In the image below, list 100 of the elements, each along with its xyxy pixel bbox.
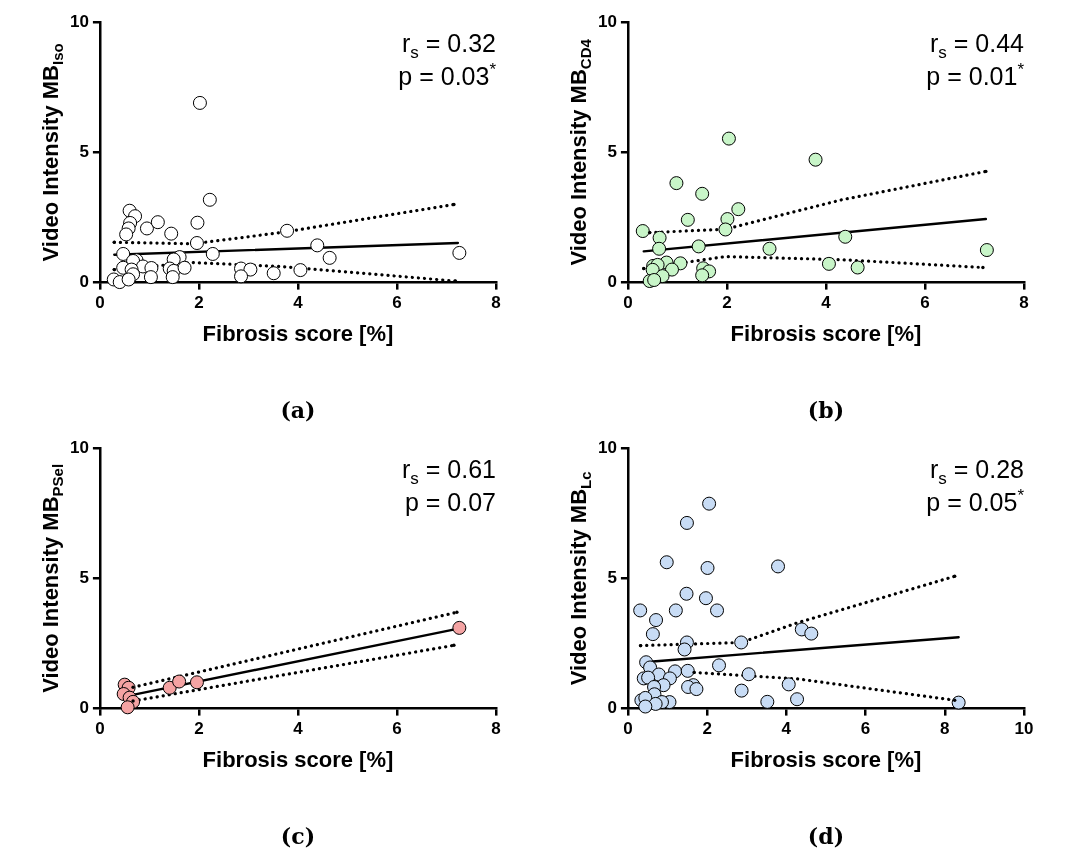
x-tick-label: 0	[623, 293, 633, 313]
x-tick-label: 8	[1019, 293, 1029, 313]
point	[698, 591, 713, 606]
y-tick-label: 10	[597, 11, 617, 31]
point	[741, 667, 756, 682]
y-tick-label: 5	[607, 142, 617, 162]
point	[677, 642, 692, 657]
point	[679, 586, 694, 601]
x-tick-label: 0	[95, 719, 105, 739]
point	[165, 270, 180, 285]
y-axis-title: Video Intensity MBCD4	[565, 38, 595, 266]
x-tick-label: 6	[392, 719, 402, 739]
annotation: p = 0.07	[404, 488, 497, 517]
point	[669, 176, 684, 191]
point	[150, 215, 165, 230]
y-tick-label: 0	[607, 272, 617, 292]
point	[659, 555, 674, 570]
x-axis-title: Fibrosis score [%]	[202, 320, 394, 346]
point	[164, 226, 179, 241]
point	[731, 202, 746, 217]
point	[734, 635, 749, 650]
point	[310, 238, 325, 253]
x-tick-label: 0	[623, 719, 633, 739]
point	[293, 263, 308, 278]
point	[322, 250, 337, 265]
y-tick-label: 5	[79, 568, 89, 588]
x-tick-label: 4	[781, 719, 792, 739]
x-tick-label: 2	[722, 293, 732, 313]
y-axis-title: Video Intensity MBLc	[565, 471, 595, 686]
text: (a)	[280, 397, 316, 423]
point	[652, 241, 667, 256]
y-tick-label: 10	[69, 11, 89, 31]
x-tick-label: 6	[920, 293, 930, 313]
annotation: p = 0.01*	[926, 60, 1025, 91]
point	[638, 699, 653, 714]
y-tick-label: 0	[607, 698, 617, 718]
point	[633, 603, 648, 618]
point	[951, 695, 966, 710]
point	[202, 192, 217, 207]
point	[850, 260, 865, 275]
point	[266, 266, 281, 281]
point	[680, 663, 695, 678]
y-axis-title: Video Intensity MBIso	[37, 43, 67, 262]
point	[234, 269, 249, 284]
x-tick-label: 6	[860, 719, 871, 739]
text: (b)	[807, 397, 845, 423]
point	[652, 230, 667, 245]
point	[120, 700, 135, 715]
x-axis-title: Fibrosis score [%]	[730, 320, 922, 346]
x-tick-label: 6	[392, 293, 402, 313]
point	[712, 658, 727, 673]
point	[139, 221, 154, 236]
point	[808, 152, 823, 167]
point	[781, 677, 796, 692]
x-tick-label: 8	[940, 719, 950, 739]
point	[718, 222, 733, 237]
point	[702, 496, 717, 511]
x-tick-label: 2	[194, 719, 204, 739]
point	[804, 626, 819, 641]
point	[691, 239, 706, 254]
text: (d)	[807, 823, 845, 849]
point	[162, 680, 177, 695]
point	[664, 262, 679, 277]
point	[695, 186, 710, 201]
y-axis-title: Video Intensity MBPSel	[37, 463, 67, 693]
point	[121, 272, 136, 287]
point	[695, 268, 710, 283]
point	[760, 694, 775, 709]
point	[635, 224, 650, 239]
point	[116, 246, 131, 261]
y-tick-label: 10	[597, 437, 617, 457]
y-tick-label: 0	[79, 272, 89, 292]
point	[452, 245, 467, 260]
y-tick-label: 0	[79, 698, 89, 718]
point	[710, 603, 725, 618]
point	[641, 670, 656, 685]
point	[177, 260, 192, 275]
point	[645, 627, 660, 642]
text: (c)	[280, 823, 316, 849]
x-tick-label: 2	[194, 293, 204, 313]
point	[721, 131, 736, 146]
x-tick-label: 4	[293, 719, 304, 739]
x-tick-label: 4	[821, 293, 832, 313]
point	[979, 243, 994, 258]
point	[243, 262, 258, 277]
annotation: p = 0.05*	[926, 486, 1025, 517]
y-tick-label: 5	[607, 568, 617, 588]
x-tick-label: 8	[491, 293, 501, 313]
point	[189, 675, 204, 690]
x-axis-title: Fibrosis score [%]	[730, 746, 922, 772]
x-axis-title: Fibrosis score [%]	[202, 746, 394, 772]
y-tick-label: 5	[79, 142, 89, 162]
point	[762, 241, 777, 256]
point	[790, 692, 805, 707]
x-tick-label: 2	[702, 719, 712, 739]
x-tick-label: 4	[293, 293, 304, 313]
point	[679, 515, 694, 530]
x-tick-label: 0	[95, 293, 105, 313]
y-tick-label: 10	[69, 437, 89, 457]
point	[280, 223, 295, 238]
